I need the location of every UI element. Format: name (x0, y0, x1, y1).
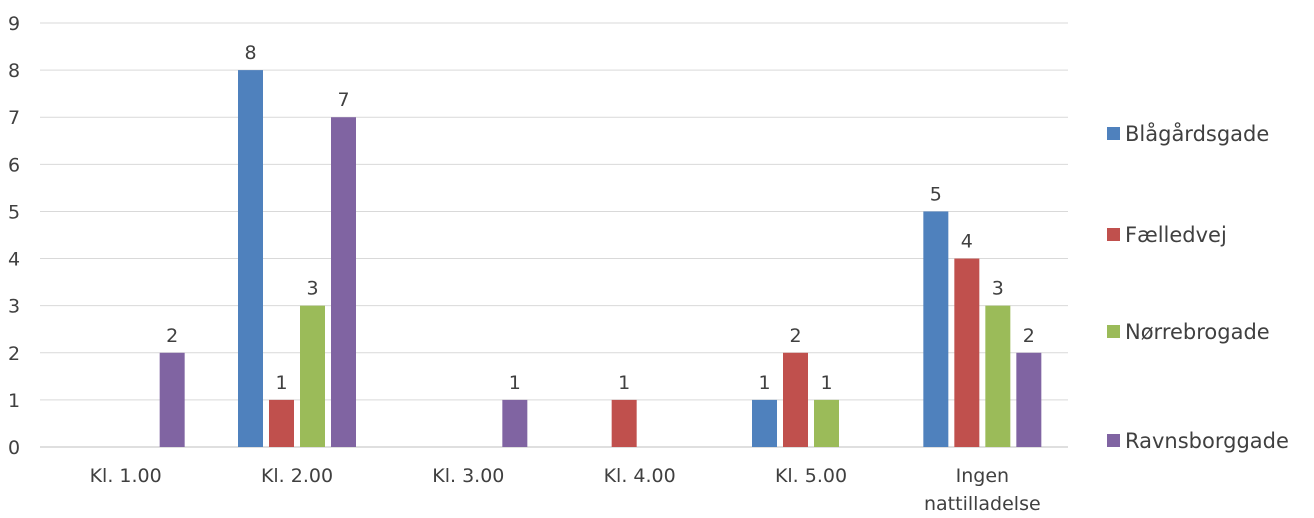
legend-swatch (1107, 228, 1120, 241)
x-tick-label: nattilladelse (924, 493, 1041, 514)
data-label: 1 (509, 372, 521, 394)
y-tick-label: 4 (8, 249, 20, 271)
gridlines (40, 22, 1068, 448)
legend-label: Fælledvej (1125, 223, 1227, 247)
legend: Blågårdsgade Fælledvej Nørrebrogade Ravnsbo… (1107, 121, 1289, 453)
bar (814, 399, 839, 447)
x-tick-label: Kl. 2.00 (261, 465, 333, 487)
bar (954, 258, 980, 447)
y-tick-label: 3 (8, 296, 20, 318)
data-label: 1 (758, 372, 770, 394)
data-label: 3 (992, 278, 1004, 300)
x-tick-label: Ingen (956, 465, 1009, 487)
y-tick-label: 7 (8, 107, 20, 129)
bar (783, 352, 808, 447)
y-tick-label: 5 (8, 201, 20, 223)
data-label: 1 (618, 372, 630, 394)
y-tick-label: 9 (8, 13, 20, 35)
data-label: 5 (930, 183, 942, 205)
legend-label: Nørrebrogade (1125, 320, 1270, 344)
legend-label: Ravnsborggade (1125, 429, 1289, 453)
data-label: 2 (789, 325, 801, 347)
bar (923, 211, 949, 447)
legend-swatch (1107, 434, 1120, 447)
data-label: 3 (306, 278, 318, 300)
x-tick-label: Kl. 1.00 (90, 465, 162, 487)
x-axis-ticks: Kl. 1.00 Kl. 2.00 Kl. 3.00 Kl. 4.00 Kl. 5.00… (90, 465, 1041, 515)
y-axis-ticks: 0 1 2 3 4 5 6 7 8 9 (8, 13, 20, 459)
data-label: 8 (244, 42, 256, 64)
bar (752, 399, 777, 447)
x-tick-label: Kl. 4.00 (604, 465, 676, 487)
bars (159, 70, 1042, 447)
data-label: 1 (820, 372, 832, 394)
y-tick-label: 8 (8, 60, 20, 82)
data-label: 2 (166, 325, 178, 347)
legend-label: Blågårdsgade (1125, 121, 1269, 146)
data-label: 7 (337, 89, 349, 111)
x-tick-label: Kl. 5.00 (775, 465, 847, 487)
bar (985, 305, 1011, 447)
y-tick-label: 2 (8, 343, 20, 365)
bar (1016, 352, 1042, 447)
bar (269, 399, 294, 447)
bar (502, 399, 528, 447)
data-label: 4 (961, 231, 973, 253)
bar (159, 352, 185, 447)
data-label: 2 (1023, 325, 1035, 347)
bar (611, 399, 637, 447)
bar (331, 117, 356, 447)
y-tick-label: 1 (8, 390, 20, 412)
data-label: 1 (275, 372, 287, 394)
y-tick-label: 0 (8, 437, 20, 459)
legend-swatch (1107, 325, 1120, 338)
bar (300, 305, 325, 447)
legend-swatch (1107, 127, 1120, 140)
x-tick-label: Kl. 3.00 (432, 465, 504, 487)
y-tick-label: 6 (8, 154, 20, 176)
bar (238, 70, 263, 447)
